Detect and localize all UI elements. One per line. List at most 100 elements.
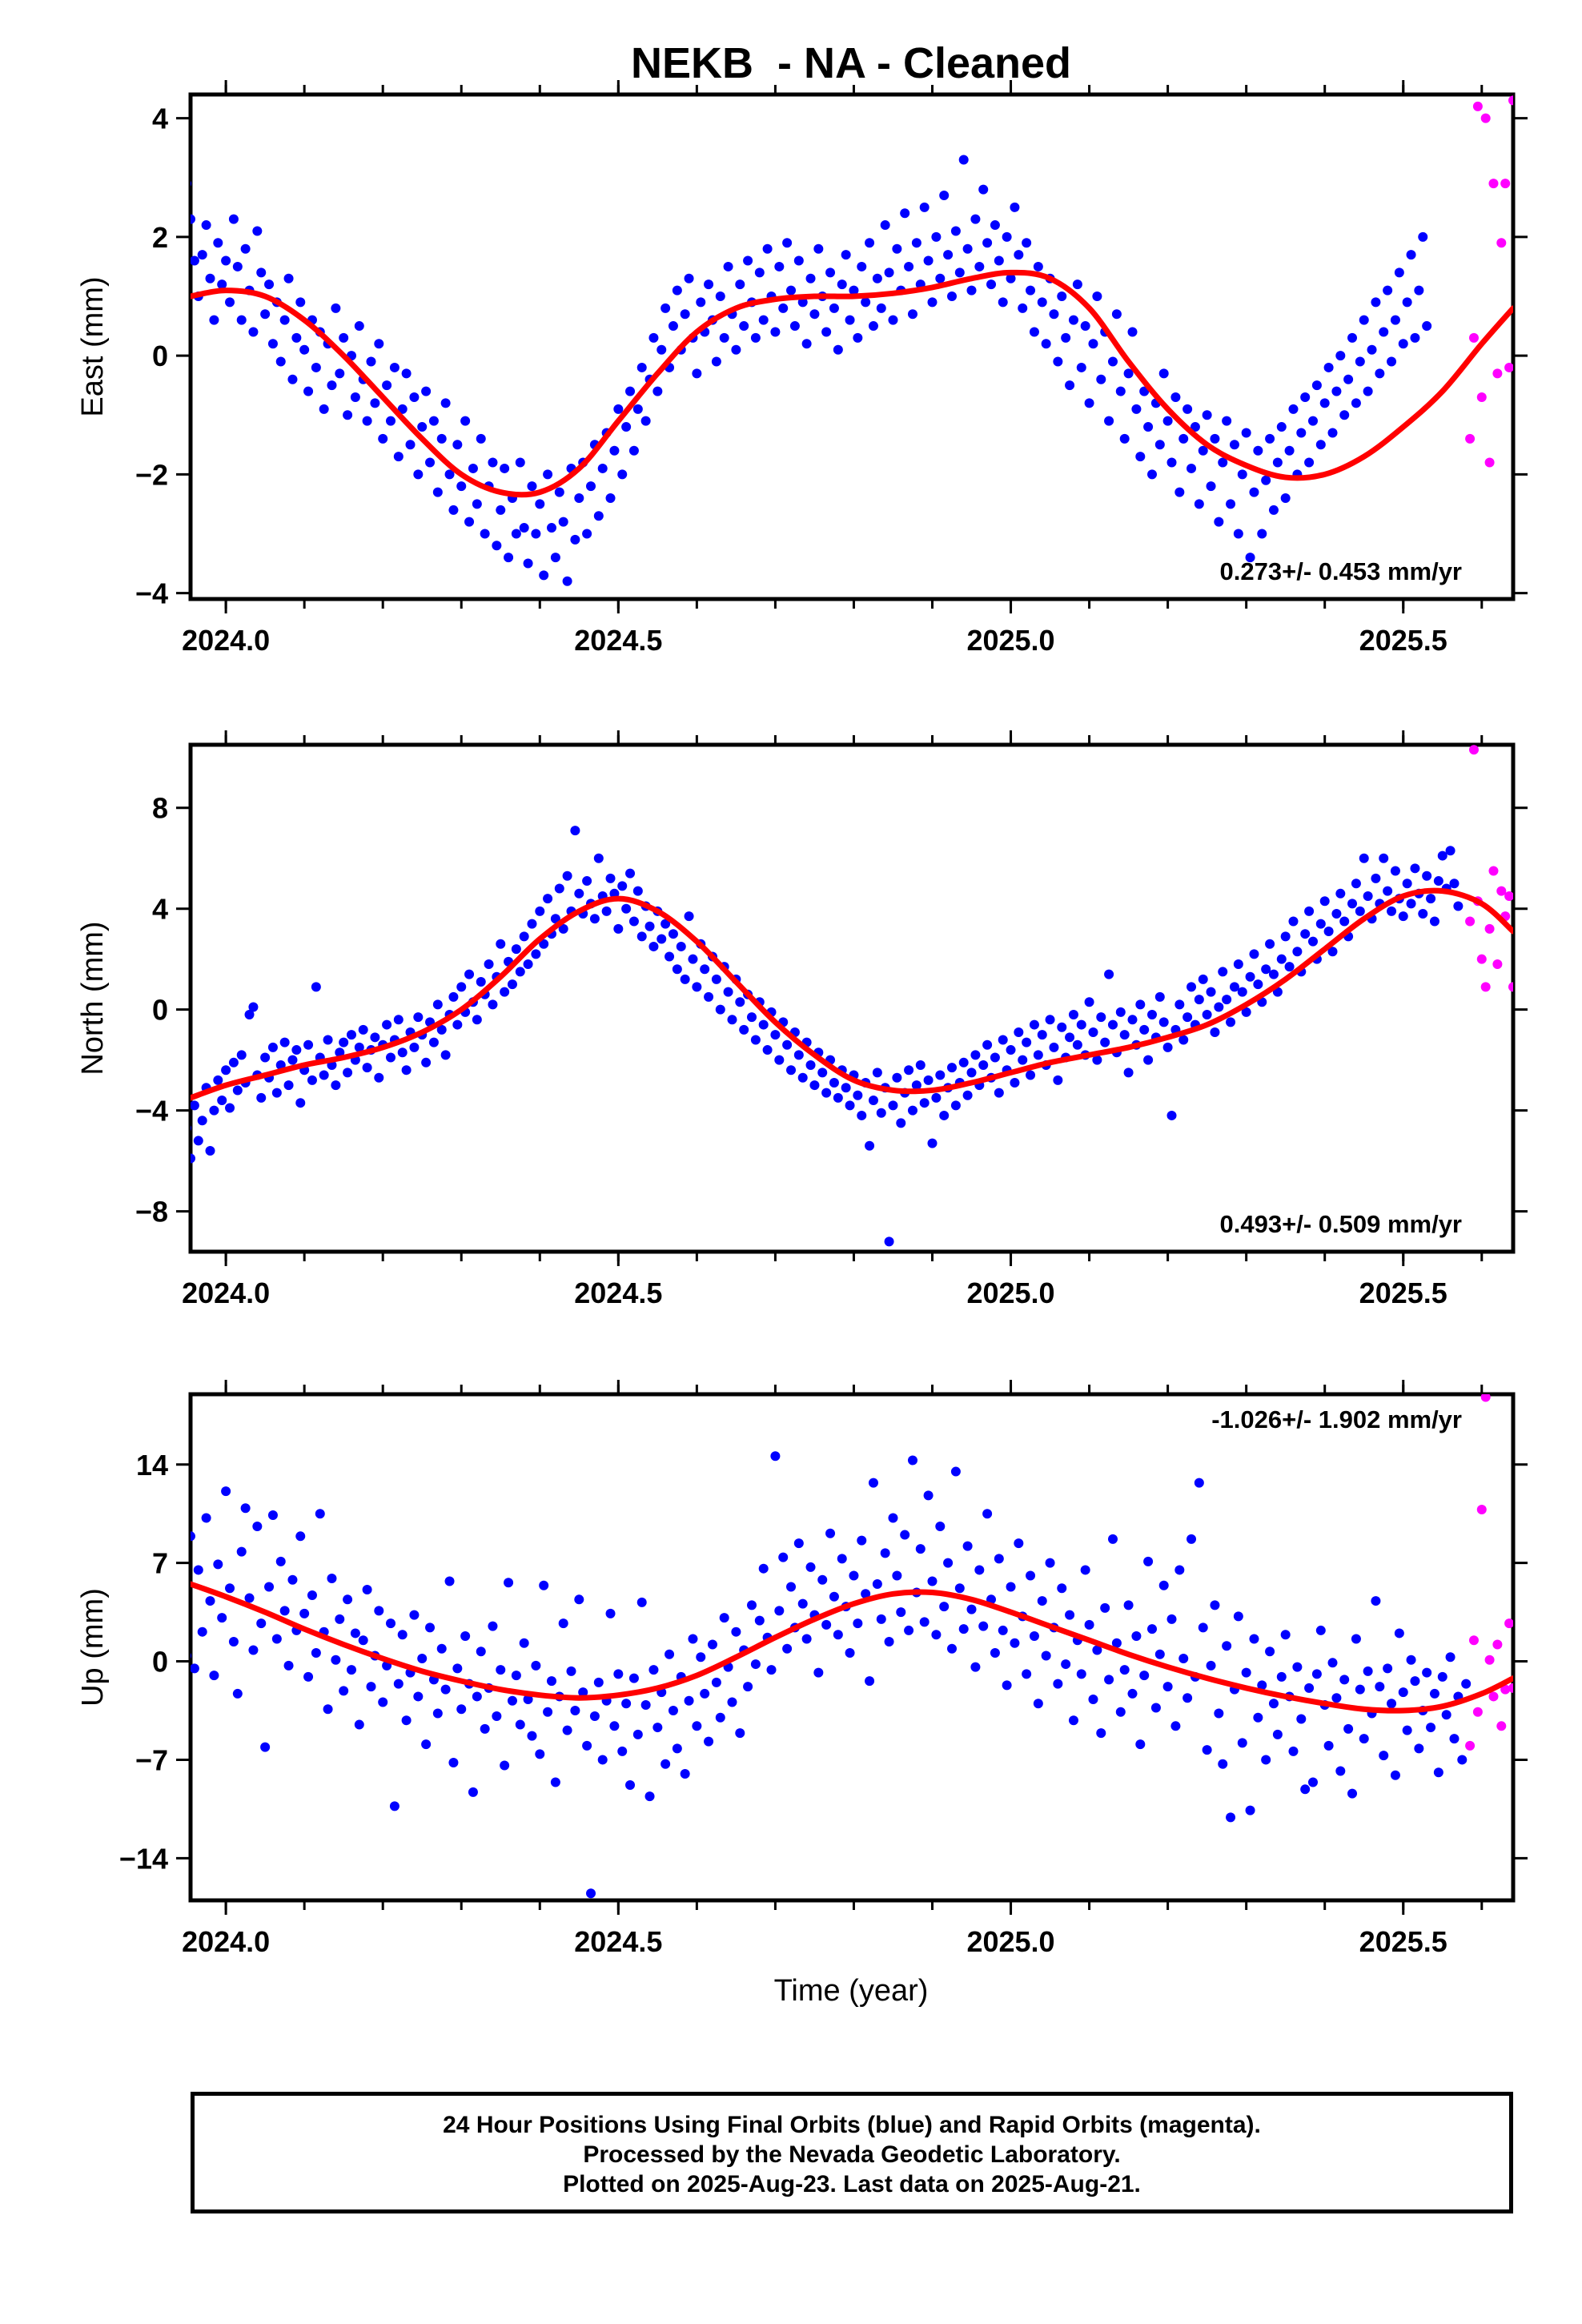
up-final-orbit-point <box>1363 1666 1373 1676</box>
up-final-orbit-point <box>1457 1755 1468 1765</box>
east-final-orbit-point <box>574 493 584 503</box>
north-final-orbit-point <box>507 979 517 990</box>
north-final-orbit-point <box>950 1100 961 1111</box>
up-final-orbit-point <box>283 1660 294 1671</box>
up-final-orbit-point <box>1339 1675 1350 1685</box>
up-x-tick-label: 2025.5 <box>1359 1925 1447 1958</box>
east-final-orbit-point <box>833 344 843 355</box>
east-final-orbit-point <box>1233 529 1243 539</box>
up-final-orbit-point <box>593 1677 604 1687</box>
north-final-orbit-point <box>217 1096 227 1106</box>
up-final-orbit-point <box>393 1679 404 1689</box>
up-final-orbit-point <box>668 1706 678 1715</box>
east-final-orbit-point <box>1158 368 1169 379</box>
up-final-orbit-point <box>307 1590 317 1601</box>
east-final-orbit-point <box>1206 481 1216 492</box>
east-final-orbit-point <box>1414 285 1424 296</box>
east-final-orbit-point <box>1422 321 1432 332</box>
east-final-orbit-point <box>279 315 290 325</box>
north-final-orbit-point <box>191 1100 199 1111</box>
north-final-orbit-point <box>1335 888 1346 899</box>
up-final-orbit-point <box>943 1558 954 1568</box>
east-final-orbit-point <box>911 238 921 248</box>
north-final-orbit-point <box>998 1035 1008 1045</box>
east-final-orbit-point <box>829 303 839 313</box>
north-final-orbit-point <box>648 941 659 951</box>
east-final-orbit-point <box>962 243 973 254</box>
up-final-orbit-point <box>511 1671 521 1681</box>
north-final-orbit-point <box>1104 969 1114 979</box>
up-x-tick-label: 2025.0 <box>966 1925 1054 1958</box>
east-final-orbit-point <box>1053 356 1063 367</box>
north-final-orbit-point <box>484 959 494 969</box>
up-final-orbit-point <box>1331 1693 1342 1703</box>
up-final-orbit-point <box>1445 1652 1456 1663</box>
north-final-orbit-point <box>346 1030 356 1040</box>
east-final-orbit-point <box>1288 404 1299 414</box>
north-final-orbit-point <box>782 1039 793 1050</box>
up-final-orbit-point <box>931 1630 942 1640</box>
north-final-orbit-point <box>456 982 467 992</box>
up-final-orbit-point <box>833 1630 843 1640</box>
up-final-orbit-point <box>758 1563 769 1574</box>
east-final-orbit-point <box>275 356 286 367</box>
east-final-orbit-point <box>217 279 227 290</box>
east-final-orbit-point <box>684 273 694 283</box>
east-final-orbit-point <box>994 255 1004 266</box>
east-rapid-orbit-point <box>1480 113 1491 123</box>
east-rate-label: 0.273+/- 0.453 mm/yr <box>1220 557 1462 585</box>
up-final-orbit-point <box>707 1639 717 1650</box>
north-final-orbit-point <box>1147 1009 1158 1019</box>
east-final-orbit-point <box>1268 505 1279 515</box>
north-final-orbit-point <box>865 1140 875 1151</box>
east-final-orbit-point <box>1096 374 1106 384</box>
east-rapid-orbit-point <box>1472 101 1483 111</box>
east-final-orbit-point <box>480 529 490 539</box>
north-final-orbit-point <box>1319 896 1330 907</box>
east-final-orbit-point <box>452 440 463 450</box>
east-final-orbit-point <box>668 321 678 332</box>
up-final-orbit-point <box>432 1708 443 1719</box>
up-final-orbit-point <box>1375 1682 1385 1692</box>
up-final-orbit-point <box>287 1574 298 1585</box>
east-final-orbit-point <box>417 422 428 432</box>
east-final-orbit-point <box>1359 315 1369 325</box>
east-final-orbit-point <box>1202 410 1212 420</box>
east-final-orbit-point <box>582 529 592 539</box>
up-final-orbit-point <box>829 1591 839 1602</box>
north-final-orbit-point <box>1057 1022 1067 1032</box>
east-final-orbit-point <box>1375 368 1385 379</box>
up-final-orbit-point <box>1162 1682 1173 1692</box>
north-final-orbit-point <box>362 1063 372 1073</box>
up-rapid-orbit-point <box>1508 1683 1513 1693</box>
east-final-orbit-point <box>613 404 624 414</box>
footer-caption-box: 24 Hour Positions Using Final Orbits (bl… <box>191 2092 1513 2213</box>
up-final-orbit-point <box>1249 1634 1259 1644</box>
up-final-orbit-point <box>1194 1478 1204 1488</box>
east-final-orbit-point <box>386 416 396 426</box>
up-rapid-orbit-point <box>1476 1504 1487 1514</box>
east-final-orbit-point <box>923 255 934 266</box>
up-final-orbit-point <box>613 1669 624 1679</box>
north-final-orbit-point <box>267 1042 278 1052</box>
north-final-orbit-point <box>1096 1012 1106 1023</box>
north-final-orbit-point <box>1100 1037 1110 1047</box>
up-final-orbit-point <box>1272 1729 1283 1739</box>
east-rapid-orbit-point <box>1476 392 1487 402</box>
up-final-orbit-point <box>628 1673 639 1683</box>
up-final-orbit-point <box>295 1531 306 1542</box>
up-final-orbit-point <box>550 1777 560 1787</box>
east-final-orbit-point <box>801 339 812 349</box>
east-rapid-orbit-point <box>1488 179 1499 189</box>
east-final-orbit-point <box>1343 374 1354 384</box>
up-final-orbit-point <box>1100 1602 1110 1613</box>
up-final-orbit-point <box>805 1562 816 1572</box>
east-final-orbit-point <box>990 220 1000 231</box>
north-final-orbit-point <box>896 1118 906 1128</box>
up-y-axis-label: Up (mm) <box>76 1588 110 1707</box>
east-final-orbit-point <box>1010 202 1020 212</box>
east-final-orbit-point <box>628 445 639 456</box>
east-final-orbit-point <box>786 285 797 296</box>
north-final-orbit-point <box>386 1052 396 1063</box>
up-final-orbit-point <box>1139 1671 1150 1681</box>
